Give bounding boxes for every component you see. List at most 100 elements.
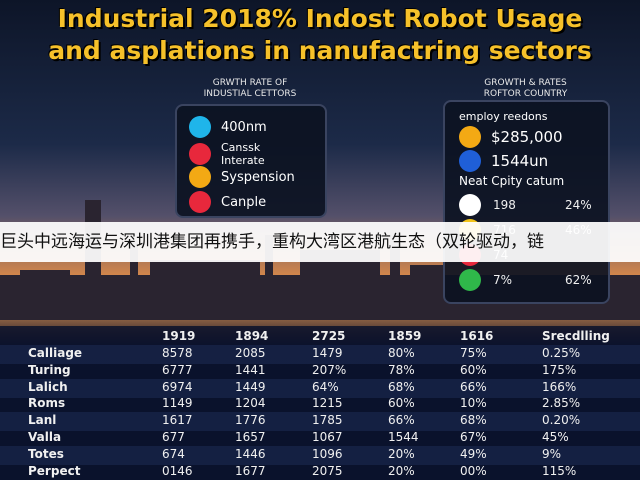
legend-item: Canple bbox=[189, 191, 319, 213]
table-cell: 1441 bbox=[235, 362, 266, 377]
legend-item: 1544un bbox=[459, 150, 548, 172]
table-cell: 78% bbox=[388, 362, 415, 377]
table-cell: 1677 bbox=[235, 463, 266, 478]
table-cell: 0.20% bbox=[542, 413, 581, 428]
legend-dot bbox=[189, 191, 211, 213]
title-line: and asplations in nanufactring sectors bbox=[48, 36, 592, 65]
panel-heading: GROWTH & RATES ROFTOR COUNTRY bbox=[443, 78, 608, 100]
table-cell: 1479 bbox=[312, 346, 343, 360]
legend-label: Canple bbox=[221, 194, 267, 210]
stat-cell: 198 bbox=[493, 198, 516, 212]
table-cell: 1215 bbox=[312, 396, 343, 411]
table-cell: 1617 bbox=[162, 413, 193, 428]
table-cell: 2075 bbox=[312, 463, 343, 478]
stat-cell: 7% bbox=[493, 273, 513, 287]
table-cell: 674 bbox=[162, 446, 185, 461]
table-cell: 1204 bbox=[235, 396, 266, 411]
table-cell: 64% bbox=[312, 379, 339, 394]
row-label: Calliage bbox=[28, 346, 83, 360]
legend-dot bbox=[189, 143, 211, 165]
table-cell: 10% bbox=[460, 396, 487, 411]
table-cell: 1446 bbox=[235, 446, 266, 461]
table-cell: 1149 bbox=[162, 396, 193, 411]
table-cell: 20% bbox=[388, 446, 415, 461]
table-cell: 1785 bbox=[312, 413, 343, 428]
row-band bbox=[0, 378, 640, 398]
stat-cell: 62% bbox=[565, 273, 592, 287]
table-cell: 66% bbox=[460, 379, 487, 394]
legend-label: 1544un bbox=[491, 151, 549, 170]
row-label: Totes bbox=[28, 446, 64, 461]
heading-line: INDUSTIAL CETTORS bbox=[203, 89, 297, 99]
legend-label: Syspension bbox=[221, 169, 295, 185]
legend-item: Syspension bbox=[189, 166, 319, 188]
row-label: Roms bbox=[28, 396, 66, 411]
legend-dot bbox=[459, 150, 481, 172]
legend-dot bbox=[189, 116, 211, 138]
banner-text: 巨头中远海运与深圳港集团再携手，重构大湾区港航生态（双轮驱动，链 bbox=[0, 232, 544, 252]
column-header: 1919 bbox=[162, 329, 196, 343]
row-label: Lanl bbox=[28, 413, 57, 428]
row-label: Turing bbox=[28, 362, 71, 377]
legend-dot bbox=[189, 166, 211, 188]
table-cell: 45% bbox=[542, 430, 569, 444]
column-header: 1859 bbox=[388, 329, 422, 343]
title-line: Industrial 2018% Indost Robot Usage bbox=[57, 4, 583, 33]
row-band bbox=[0, 445, 640, 465]
table-cell: 66% bbox=[388, 413, 415, 428]
row-label: Perpect bbox=[28, 463, 81, 478]
row-band bbox=[0, 412, 640, 432]
column-header: 2725 bbox=[312, 329, 346, 343]
heading-line: ROFTOR COUNTRY bbox=[483, 89, 568, 99]
table-cell: 68% bbox=[460, 413, 487, 428]
table: 1919 1894 2725 1859 1616 Srecdlling Calliage 85… bbox=[0, 326, 640, 480]
table-cell: 6777 bbox=[162, 362, 193, 377]
banner: 巨头中远海运与深圳港集团再携手，重构大湾区港航生态（双轮驱动，链 bbox=[0, 222, 640, 262]
table-cell: 49% bbox=[460, 446, 487, 461]
legend-label: $285,000 bbox=[491, 127, 563, 146]
left-panel: 400nm Canssk Interate Syspension Canple bbox=[175, 104, 327, 218]
panel-heading: GRWTH RATE OF INDUSTIAL CETTORS bbox=[175, 78, 325, 100]
table-cell: 20% bbox=[388, 463, 415, 478]
table-cell: 1067 bbox=[312, 430, 343, 444]
table-cell: 00% bbox=[460, 463, 487, 478]
panel-subheading: employ reedons bbox=[459, 110, 548, 123]
table-cell: 1449 bbox=[235, 379, 266, 394]
table-cell: 60% bbox=[460, 362, 487, 377]
stat-row bbox=[459, 269, 599, 291]
column-header: 1616 bbox=[460, 329, 494, 343]
table-cell: 75% bbox=[460, 346, 487, 360]
table-cell: 9% bbox=[542, 446, 562, 461]
table-cell: 0146 bbox=[162, 463, 193, 478]
right-panel: employ reedons Neat Cpity catum $285,000… bbox=[443, 100, 610, 304]
legend-label: 400nm bbox=[221, 119, 267, 135]
table-cell: 68% bbox=[388, 379, 415, 394]
table-cell: 207% bbox=[312, 362, 347, 377]
column-header: 1894 bbox=[235, 329, 269, 343]
table-cell: 2.85% bbox=[542, 396, 581, 411]
column-header: Srecdlling bbox=[542, 329, 610, 343]
row-band bbox=[0, 345, 640, 364]
table-cell: 166% bbox=[542, 379, 577, 394]
table-cell: 1657 bbox=[235, 430, 266, 444]
table-cell: 1096 bbox=[312, 446, 343, 461]
legend-item: $285,000 bbox=[459, 126, 563, 148]
stat-dot bbox=[459, 194, 481, 216]
table-cell: 175% bbox=[542, 362, 577, 377]
table-cell: 1776 bbox=[235, 413, 266, 428]
legend-label: Canssk Interate bbox=[221, 141, 265, 167]
table-cell: 115% bbox=[542, 463, 577, 478]
heading-line: GROWTH & RATES bbox=[484, 78, 567, 88]
row-label: Lalich bbox=[28, 379, 68, 394]
stat-dot bbox=[459, 269, 481, 291]
table-cell: 60% bbox=[388, 396, 415, 411]
legend-item: Canssk Interate bbox=[189, 141, 319, 167]
table-cell: 6974 bbox=[162, 379, 193, 394]
table-cell: 8578 bbox=[162, 346, 193, 360]
table-cell: 0.25% bbox=[542, 346, 581, 360]
table-cell: 67% bbox=[460, 430, 487, 444]
table-cell: 80% bbox=[388, 346, 415, 360]
section-label: Neat Cpity catum bbox=[459, 174, 565, 188]
table-cell: 677 bbox=[162, 430, 185, 444]
